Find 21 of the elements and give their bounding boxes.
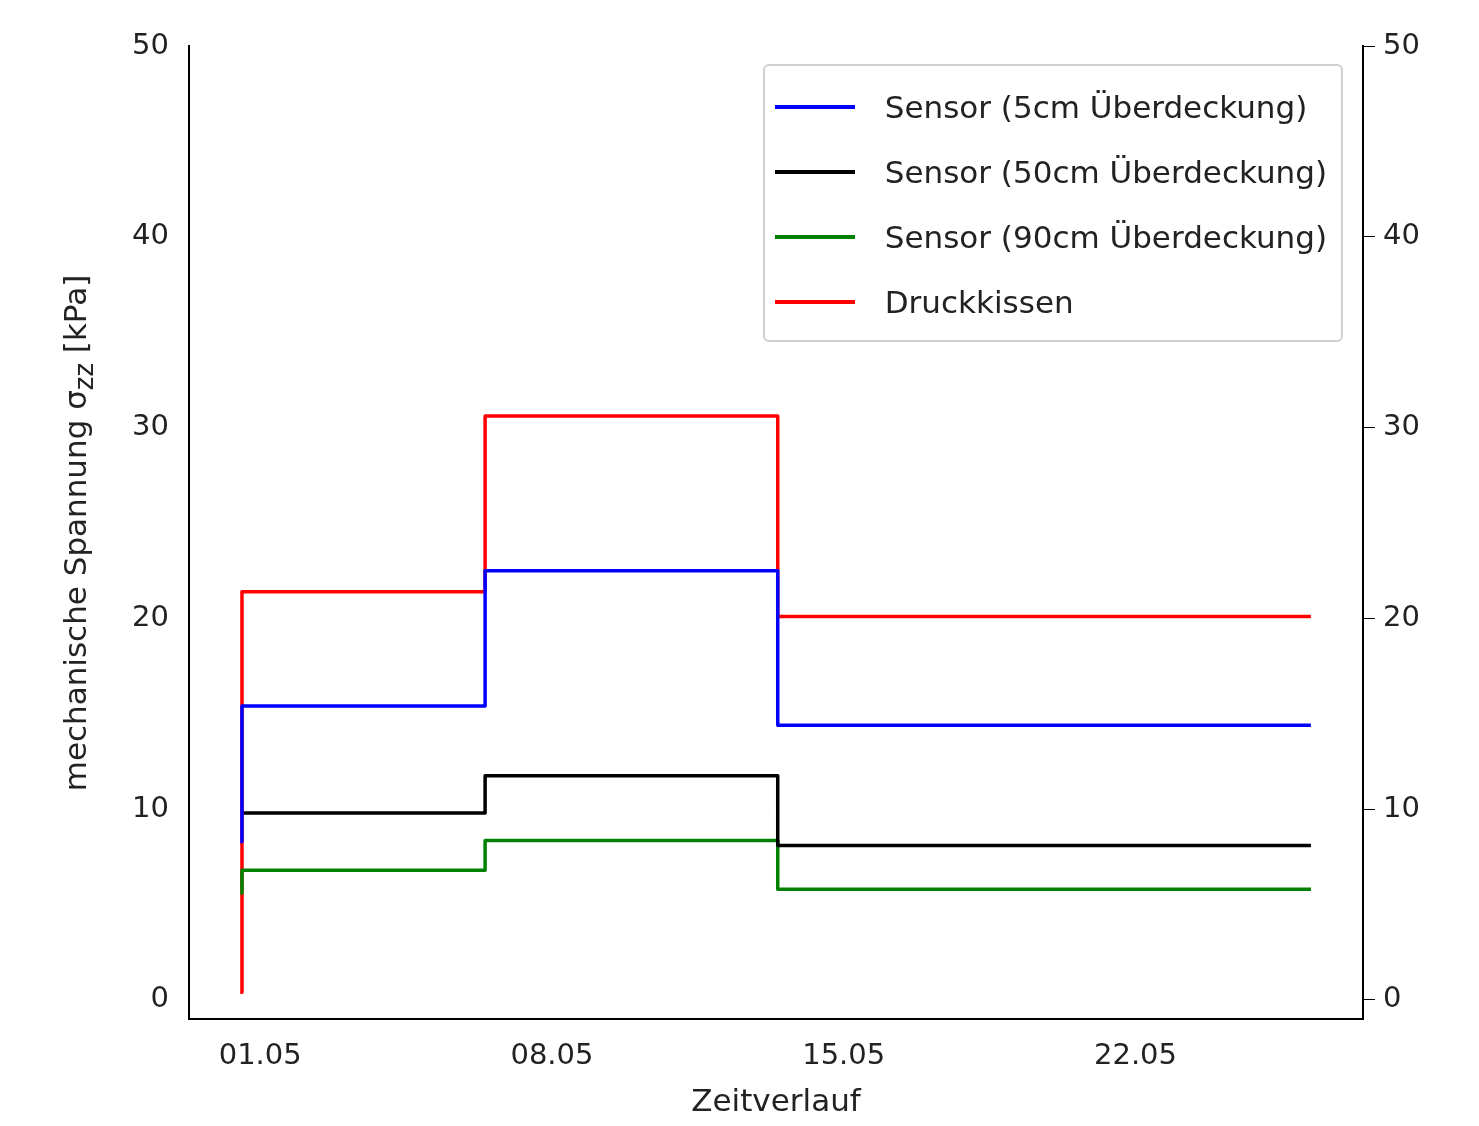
x-tick-label: 22.05 [1093,1036,1178,1071]
y-tick-label: 40 [132,217,169,252]
y-tick-label: 20 [132,598,169,633]
x-tick-label: 08.05 [510,1036,594,1071]
y2-tick-label: 40 [1383,217,1420,252]
legend-label: Sensor (5cm Überdeckung) [884,88,1308,125]
y2-tick-label: 10 [1383,789,1420,824]
x-axis-title: Zeitverlauf [691,1082,862,1119]
legend-label: Sensor (50cm Überdeckung) [884,153,1327,190]
legend-label: Sensor (90cm Überdeckung) [884,218,1327,255]
y2-tick-label: 0 [1383,980,1402,1015]
y-tick-label: 10 [132,789,169,824]
y2-tick-label: 30 [1383,408,1420,443]
y2-tick-label: 20 [1383,598,1420,633]
x-tick-label: 15.05 [802,1036,886,1071]
y-tick-label: 50 [132,26,169,61]
x-tick-label: 01.05 [218,1036,302,1071]
y2-tick-label: 50 [1383,26,1420,61]
y-tick-label: 30 [132,408,169,443]
y-tick-label: 0 [150,980,169,1015]
legend-label: Druckkissen [884,283,1074,320]
